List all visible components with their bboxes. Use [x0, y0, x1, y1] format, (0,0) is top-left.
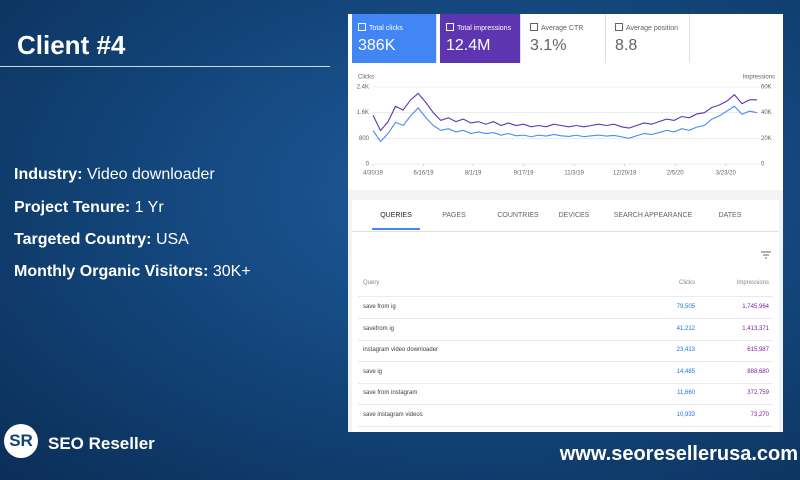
table-cell: 14,485 [676, 368, 695, 375]
table-cell: save from instagram [363, 390, 418, 396]
fact-label: Targeted Country: [14, 231, 152, 248]
performance-card: Total clicks 386K Total impressions 12.4M Av… [348, 14, 783, 190]
metric-value: 3.1% [530, 37, 567, 54]
table-cell: save from ig [363, 304, 396, 310]
x-tick-label: 2/5/20 [667, 171, 684, 177]
fact-label: Monthly Organic Visitors: [14, 263, 209, 280]
metric-label-text: Average CTR [541, 25, 584, 32]
screenshot: Total clicks 386K Total impressions 12.4M Av… [348, 14, 783, 432]
series-line [372, 105, 758, 143]
checkbox [615, 23, 623, 31]
y-tick-label: 1.6K [357, 110, 369, 116]
table-cell: savefrom ig [363, 325, 395, 332]
y2-tick-label: 60K [761, 85, 772, 91]
table-header[interactable]: Impressions [736, 280, 769, 286]
tab[interactable]: DATES [718, 212, 742, 219]
title-rule [0, 66, 330, 67]
table-cell: 372,759 [747, 390, 769, 396]
tab[interactable]: SEARCH APPEARANCE [613, 212, 693, 219]
fact-label: Industry: [14, 166, 83, 183]
fact-value: 1 Yr [134, 199, 164, 216]
table-cell: 615,987 [747, 347, 769, 353]
metric-card[interactable]: Total clicks 386K [352, 14, 437, 63]
row-line [358, 425, 773, 427]
row-line [358, 318, 773, 319]
table-cell: save instagram videos [363, 411, 423, 418]
logo-mark: SR [4, 424, 38, 458]
filter-icon[interactable] [760, 250, 772, 260]
row-line [358, 296, 773, 297]
checkbox [358, 23, 366, 31]
tab[interactable]: DEVICES [558, 212, 590, 219]
metric-label-text: Total clicks [369, 25, 403, 32]
table-cell: 888,680 [747, 368, 769, 375]
table-cell: 10,933 [676, 411, 695, 418]
metric-label: Total clicks [358, 23, 436, 32]
x-tick-label: 11/3/19 [564, 171, 584, 177]
x-tick-label: 4/30/19 [363, 171, 384, 177]
metric-label-text: Average position [626, 25, 679, 32]
checkbox [530, 23, 538, 31]
table-cell: save ig [363, 368, 383, 375]
chart: Clicks Impressions 0 800 1.6K 2.4K 0 20K 40K 60… [357, 75, 775, 177]
table-cell: 11,660 [677, 390, 695, 396]
metric-label: Average CTR [530, 23, 605, 32]
metric-label: Average position [615, 23, 689, 32]
metric-card[interactable]: Average CTR 3.1% [524, 14, 606, 63]
metric-label-text: Total impressions [457, 25, 512, 32]
fact: Targeted Country: USA [14, 231, 189, 249]
x-tick-label: 9/17/19 [514, 171, 535, 177]
tab[interactable]: COUNTRIES [497, 212, 539, 219]
series-line [372, 92, 757, 132]
x-tick-label: 3/23/20 [716, 171, 737, 177]
fact-value: Video downloader [86, 166, 215, 183]
y-axis-title: Clicks [358, 75, 374, 81]
fact-label: Project Tenure: [14, 199, 131, 216]
tab-rule [352, 231, 779, 232]
metric-card[interactable]: Total impressions 12.4M [440, 14, 521, 63]
table-cell: 79,505 [676, 304, 695, 310]
checkbox [446, 23, 454, 31]
row-line [358, 382, 773, 384]
fact: Monthly Organic Visitors: 30K+ [14, 263, 251, 281]
table-cell: instagram video downloader [363, 347, 439, 353]
y-tick-label: 0 [366, 162, 370, 168]
fact-value: USA [155, 231, 189, 248]
table-cell: 1,413,371 [742, 325, 769, 332]
tab[interactable]: QUERIES [372, 212, 420, 230]
row-line [358, 339, 773, 341]
slide-title: Client #4 [17, 30, 126, 60]
metric-value: 12.4M [446, 37, 491, 54]
fact: Industry: Video downloader [14, 166, 215, 184]
x-tick-label: 8/1/19 [465, 171, 482, 177]
metric-card[interactable]: Average position 8.8 [609, 14, 690, 63]
row-line [358, 361, 773, 362]
metric-label: Total impressions [446, 23, 520, 32]
tab[interactable]: PAGES [442, 212, 466, 219]
metric-value: 8.8 [615, 37, 638, 54]
y2-axis-title: Impressions [743, 75, 775, 81]
table-cell: 73,270 [750, 411, 769, 418]
x-tick-label: 6/16/19 [414, 171, 435, 177]
fact: Project Tenure: 1 Yr [14, 199, 164, 217]
table-header: Query [363, 280, 380, 286]
fact-value: 30K+ [212, 263, 251, 280]
y-tick-label: 2.4K [357, 85, 369, 91]
logo-text: SEO Reseller [48, 434, 155, 453]
y-tick-label: 800 [359, 136, 370, 142]
y2-tick-label: 20K [761, 136, 772, 142]
y2-tick-label: 40K [761, 110, 772, 116]
table-header[interactable]: Clicks [679, 280, 695, 286]
table-cell: 23,413 [676, 347, 695, 353]
table-cell: 41,212 [676, 325, 695, 332]
x-tick-label: 12/20/19 [613, 171, 637, 177]
table-cell: 1,745,964 [742, 304, 769, 310]
table-card: QUERIES PAGES COUNTRIES DEVICES SEARCH APPEA… [352, 200, 779, 432]
url: www.seoresellerusa.com [559, 443, 798, 465]
row-line [358, 404, 773, 405]
metric-value: 386K [358, 37, 396, 54]
y2-tick-label: 0 [761, 162, 765, 168]
